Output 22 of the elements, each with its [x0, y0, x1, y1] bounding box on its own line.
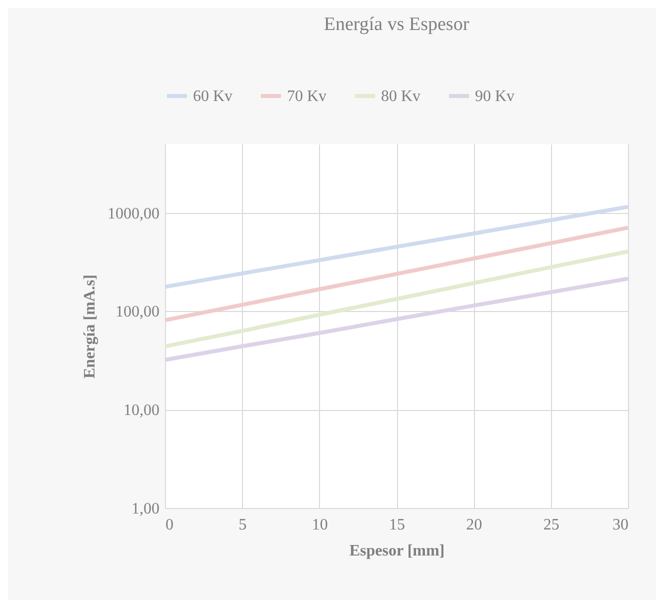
x-tick-label: 20	[466, 516, 482, 534]
x-tick-label: 25	[543, 516, 560, 534]
x-tick-label: 30	[612, 516, 628, 534]
x-tick-label: 10	[312, 516, 328, 534]
x-tick-label: 5	[238, 516, 247, 534]
x-tick-label: 15	[389, 516, 405, 534]
legend-label: 60 Kv	[193, 88, 233, 105]
x-axis-title: Espesor [mm]	[349, 542, 445, 560]
line-series	[163, 250, 630, 348]
y-axis-title: Energía [mA.s]	[82, 274, 98, 378]
x-tick-label: 0	[166, 516, 174, 534]
y-tick-label: 1000,00	[108, 205, 160, 222]
chart-title: Energía vs Espesor	[324, 14, 470, 35]
legend-label: 80 Kv	[381, 88, 421, 105]
y-tick-label: 100,00	[116, 304, 160, 321]
line-series	[163, 204, 630, 289]
y-tick-label: 1,00	[132, 500, 160, 518]
legend-label: 70 Kv	[287, 88, 327, 105]
line-series	[163, 276, 630, 362]
legend-label: 90 Kv	[475, 88, 515, 105]
line-series	[163, 226, 630, 322]
y-tick-label: 10,00	[124, 402, 160, 420]
